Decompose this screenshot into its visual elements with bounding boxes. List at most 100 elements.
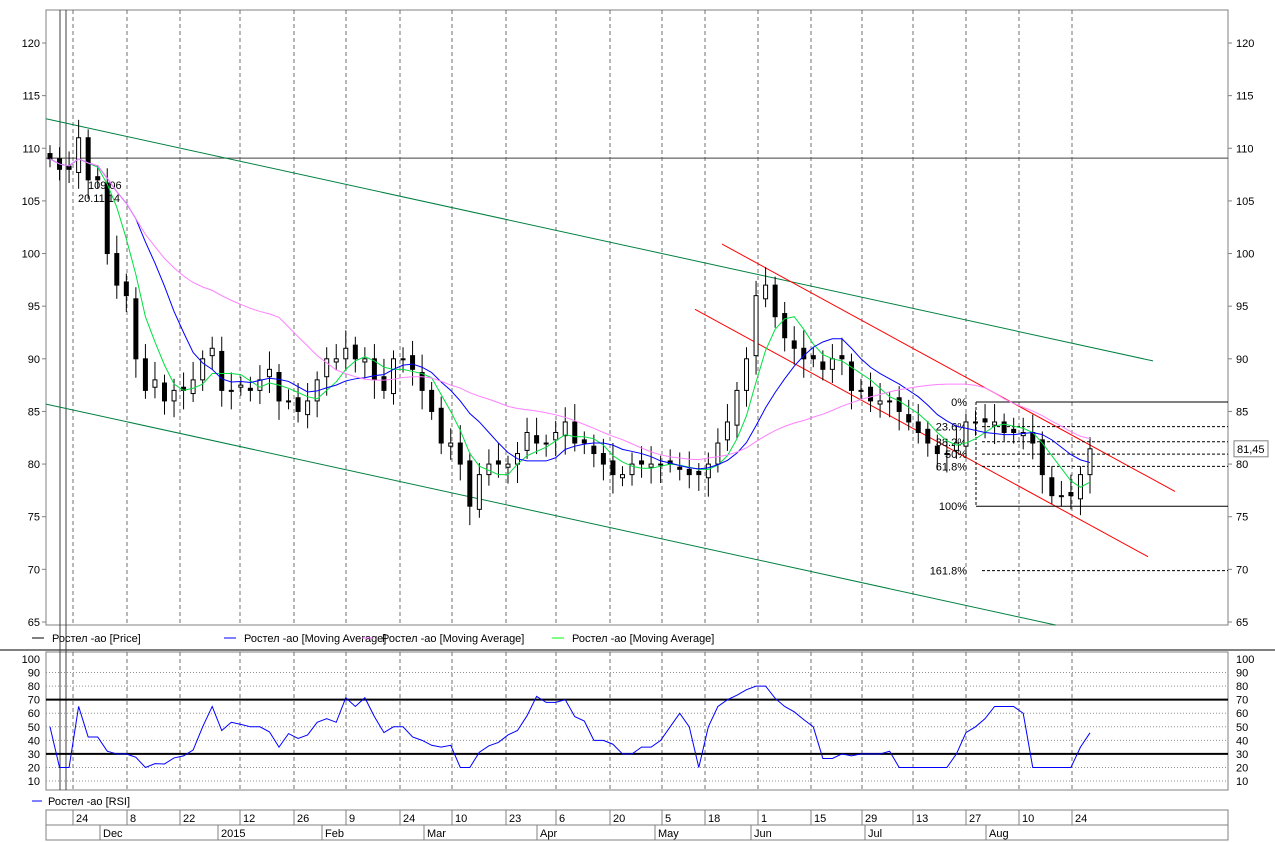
candle-body [152, 379, 158, 388]
price-tick-left: 65 [28, 617, 40, 629]
month-label: Apr [540, 828, 557, 840]
rsi-tick-left: 10 [28, 776, 40, 788]
legend-label: Ростел -ао [Moving Average] [244, 633, 386, 645]
price-tick-left: 85 [28, 406, 40, 418]
price-tick-left: 100 [22, 249, 40, 261]
candle-body [448, 442, 454, 447]
candle-body [896, 397, 902, 412]
candle-body [190, 379, 196, 395]
price-tick-right: 80 [1236, 459, 1248, 471]
candle-body [66, 165, 72, 170]
price-tick-right: 65 [1236, 617, 1248, 629]
candle-body [476, 474, 482, 510]
candle-body [925, 428, 931, 444]
month-label: Aug [989, 828, 1009, 840]
candle-body [591, 445, 597, 455]
price-tick-left: 120 [22, 38, 40, 50]
candle-body [992, 421, 998, 426]
day-label: 9 [349, 813, 355, 825]
rsi-tick-right: 100 [1236, 654, 1254, 666]
candle-body [76, 137, 82, 173]
trend-line [721, 243, 1176, 492]
candle-body [934, 445, 940, 455]
candle-body [133, 298, 139, 360]
candle-body [1001, 421, 1007, 433]
candle-body [438, 407, 444, 444]
candle-body [858, 389, 864, 392]
candle-body [324, 358, 330, 378]
candle-body [200, 358, 206, 381]
moving-average-line [49, 158, 1091, 461]
candle-body [658, 463, 664, 466]
candle-body [648, 463, 654, 468]
rsi-tick-right: 70 [1236, 695, 1248, 707]
day-label: 23 [509, 813, 521, 825]
day-label: 15 [814, 813, 826, 825]
candle-body [696, 470, 702, 476]
rsi-tick-right: 90 [1236, 668, 1248, 680]
candle-body [848, 361, 854, 391]
candle-body [915, 421, 921, 433]
candle-body [343, 347, 349, 360]
rsi-line [49, 685, 1091, 769]
candle-body [352, 344, 358, 360]
fib-level-label: 0% [951, 397, 967, 409]
candle-body [247, 387, 253, 391]
price-tick-left: 75 [28, 512, 40, 524]
trend-line [45, 118, 1154, 362]
candle-body [753, 295, 759, 357]
day-label: 10 [455, 813, 467, 825]
candle-body [1058, 495, 1064, 498]
price-tick-right: 105 [1236, 196, 1254, 208]
price-tick-right: 85 [1236, 406, 1248, 418]
day-label: 18 [708, 813, 720, 825]
price-tick-left: 70 [28, 564, 40, 576]
rsi-tick-left: 50 [28, 722, 40, 734]
candle-body [228, 389, 234, 392]
rsi-tick-right: 80 [1236, 681, 1248, 693]
rsi-tick-left: 90 [28, 668, 40, 680]
candle-body [333, 358, 339, 363]
candle-body [104, 182, 110, 255]
candle-body [944, 453, 950, 456]
day-label: 24 [403, 813, 415, 825]
last-price-box [1233, 440, 1269, 458]
candle-body [381, 376, 387, 391]
candle-body [295, 397, 301, 412]
candle-body [839, 355, 845, 360]
day-label: 10 [1022, 813, 1034, 825]
moving-average-line [49, 158, 1091, 488]
day-label: 8 [130, 813, 136, 825]
rsi-pane [45, 651, 1229, 791]
day-label: 13 [916, 813, 928, 825]
rsi-tick-left: 40 [28, 735, 40, 747]
candle-body [47, 153, 53, 160]
candle-body [505, 463, 511, 468]
candle-body [744, 358, 750, 391]
candle-body [820, 361, 826, 370]
candle-body [219, 350, 225, 391]
rsi-tick-right: 50 [1236, 722, 1248, 734]
candle-body [534, 435, 540, 444]
candle-body [209, 347, 215, 357]
candle-body [906, 414, 912, 423]
rsi-tick-right: 10 [1236, 776, 1248, 788]
candle-body [390, 358, 396, 395]
rsi-tick-left: 80 [28, 681, 40, 693]
month-label: May [658, 828, 679, 840]
candle-body [429, 389, 435, 412]
candle-body [257, 379, 263, 391]
candle-body [1049, 477, 1055, 497]
month-label: Jun [754, 828, 772, 840]
day-label: 27 [969, 813, 981, 825]
rsi-tick-right: 60 [1236, 708, 1248, 720]
candle-body [467, 460, 473, 507]
candle-body [782, 313, 788, 339]
candle-body [95, 176, 101, 181]
candle-body [963, 421, 969, 447]
price-tick-left: 95 [28, 301, 40, 313]
price-tick-right: 100 [1236, 249, 1254, 261]
legend-label: Ростел -ао [Price] [52, 633, 141, 645]
price-tick-right: 75 [1236, 512, 1248, 524]
last-price-label: 81,45 [1237, 444, 1265, 456]
